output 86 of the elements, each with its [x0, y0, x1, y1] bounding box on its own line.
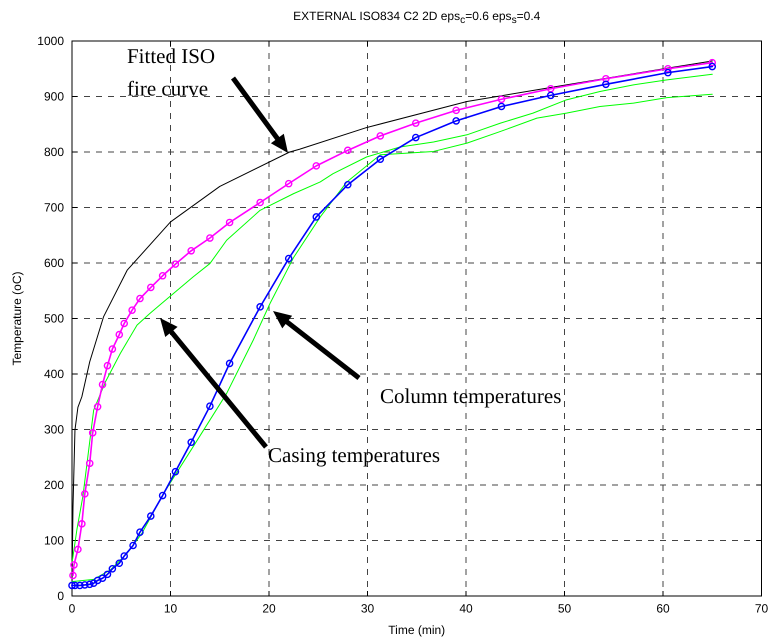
point — [70, 561, 78, 569]
y-tick-label: 900 — [44, 89, 64, 104]
y-tick-label: 0 — [57, 588, 64, 603]
point — [94, 402, 102, 411]
point — [158, 272, 166, 280]
point — [206, 402, 214, 410]
point — [256, 198, 264, 206]
point — [172, 260, 180, 268]
x-tick-label: 0 — [68, 602, 76, 616]
y-tick-label: 100 — [44, 533, 64, 548]
point — [256, 303, 264, 311]
point — [452, 106, 460, 114]
point — [120, 552, 128, 560]
point — [498, 102, 506, 110]
point — [172, 468, 180, 476]
point — [129, 542, 137, 550]
y-tick-label: 600 — [44, 256, 64, 270]
point — [98, 574, 106, 582]
point — [498, 95, 506, 104]
x-tick-label: 30 — [360, 602, 374, 616]
y-tick-label: 300 — [44, 422, 64, 436]
y-tick-label: 400 — [44, 366, 64, 381]
point — [108, 345, 116, 353]
y-tick-label: 500 — [44, 311, 64, 326]
y-axis-title: Temperature (oC) — [10, 271, 24, 366]
point — [115, 330, 124, 338]
point — [120, 320, 128, 328]
point — [94, 576, 102, 584]
x-tick-label: 70 — [754, 602, 768, 616]
point — [546, 92, 554, 100]
point — [376, 155, 384, 163]
point — [78, 520, 86, 528]
point — [284, 180, 292, 188]
point — [136, 528, 144, 536]
annotation: Fitted ISO fire curve — [127, 44, 216, 101]
point — [76, 582, 84, 590]
point — [226, 360, 234, 368]
point — [98, 380, 106, 388]
point — [147, 512, 155, 520]
point — [86, 460, 94, 468]
point — [81, 581, 89, 589]
point — [344, 146, 352, 154]
point — [115, 559, 124, 568]
point — [90, 579, 98, 588]
point — [128, 306, 136, 314]
point — [86, 580, 94, 588]
point — [344, 180, 352, 189]
point — [104, 362, 112, 370]
annotation: Casing temperatures — [268, 443, 440, 467]
y-tick-label: 800 — [44, 144, 64, 159]
point — [376, 132, 384, 140]
point — [312, 162, 320, 170]
point — [187, 247, 195, 255]
point — [206, 234, 214, 242]
annotation: Column temperatures — [380, 384, 562, 408]
x-tick-label: 20 — [262, 602, 276, 616]
point — [284, 254, 292, 262]
y-tick-label: 700 — [44, 200, 64, 214]
chart-title: EXTERNAL ISO834 C2 2D eps$_{c}$=0.6 eps$_{s}$=0.4 — [293, 9, 541, 26]
point — [602, 74, 610, 83]
point — [71, 582, 79, 590]
point — [602, 80, 610, 88]
point — [187, 438, 195, 446]
x-tick-label: 50 — [558, 602, 572, 616]
x-tick-label: 40 — [459, 602, 473, 616]
x-axis-title: Time (min) — [388, 623, 446, 637]
point — [546, 84, 554, 93]
y-tick-label: 200 — [44, 478, 64, 492]
point — [226, 218, 234, 226]
x-tick-label: 60 — [656, 602, 670, 616]
point — [412, 134, 420, 142]
point — [312, 213, 320, 221]
point — [664, 68, 672, 76]
point — [74, 546, 82, 554]
point — [108, 565, 116, 573]
point — [412, 119, 420, 127]
point — [104, 570, 112, 578]
point — [452, 117, 460, 125]
y-tick-label: 1000 — [37, 34, 64, 48]
point — [136, 294, 144, 302]
point — [664, 64, 672, 73]
x-tick-label: 10 — [164, 602, 178, 616]
point — [147, 284, 155, 292]
point — [158, 492, 166, 500]
point — [81, 490, 89, 498]
point — [88, 429, 96, 437]
